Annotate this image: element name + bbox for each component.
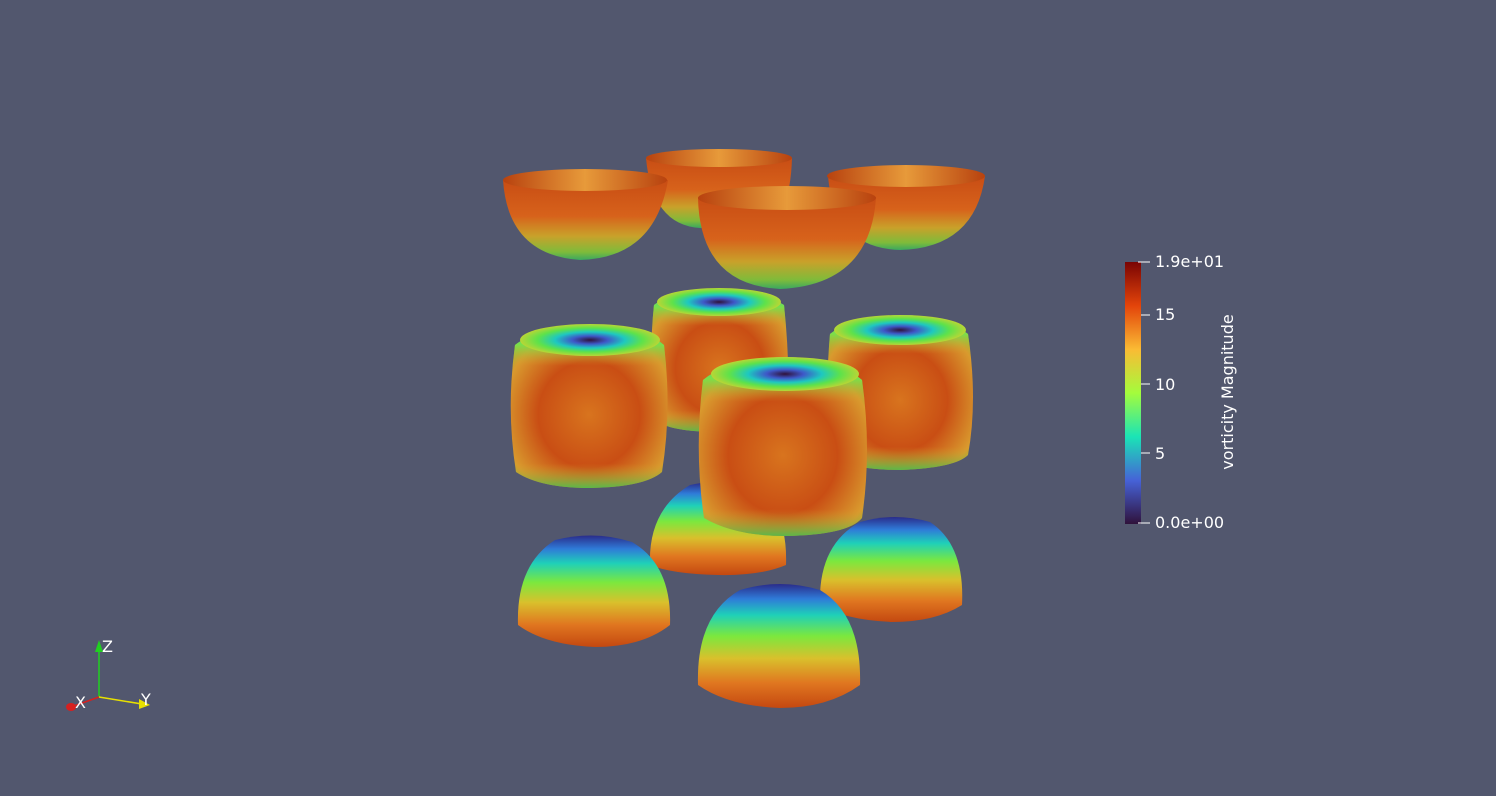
- z-axis-arrowhead: [95, 640, 103, 652]
- x-axis-line: [73, 696, 100, 707]
- x-axis-label: X: [75, 693, 86, 712]
- dome-left: [517, 535, 671, 647]
- colorbar-label-10: 10: [1155, 375, 1175, 394]
- colorbar-label-5: 5: [1155, 444, 1165, 463]
- dome-front-center: [697, 584, 861, 708]
- colorbar-gradient: [1125, 262, 1141, 524]
- y-axis-line: [98, 696, 143, 705]
- z-axis-label: Z: [102, 637, 113, 656]
- cup-front-center: [698, 186, 876, 289]
- cup-left: [503, 169, 668, 260]
- cube-left: [510, 324, 668, 488]
- colorbar-label-15: 15: [1155, 305, 1175, 324]
- colorbar-ticks: [1138, 261, 1150, 524]
- y-axis-arrowhead: [139, 699, 150, 709]
- colorbar-title: vorticity Magnitude: [1218, 314, 1237, 469]
- y-axis-label: Y: [140, 690, 151, 709]
- cube-front-center: [698, 357, 867, 536]
- colorbar-label-max: 1.9e+01: [1155, 252, 1224, 271]
- dome-right: [819, 517, 963, 622]
- x-axis-arrowhead: [66, 703, 76, 711]
- colorbar-label-min: 0.0e+00: [1155, 513, 1224, 532]
